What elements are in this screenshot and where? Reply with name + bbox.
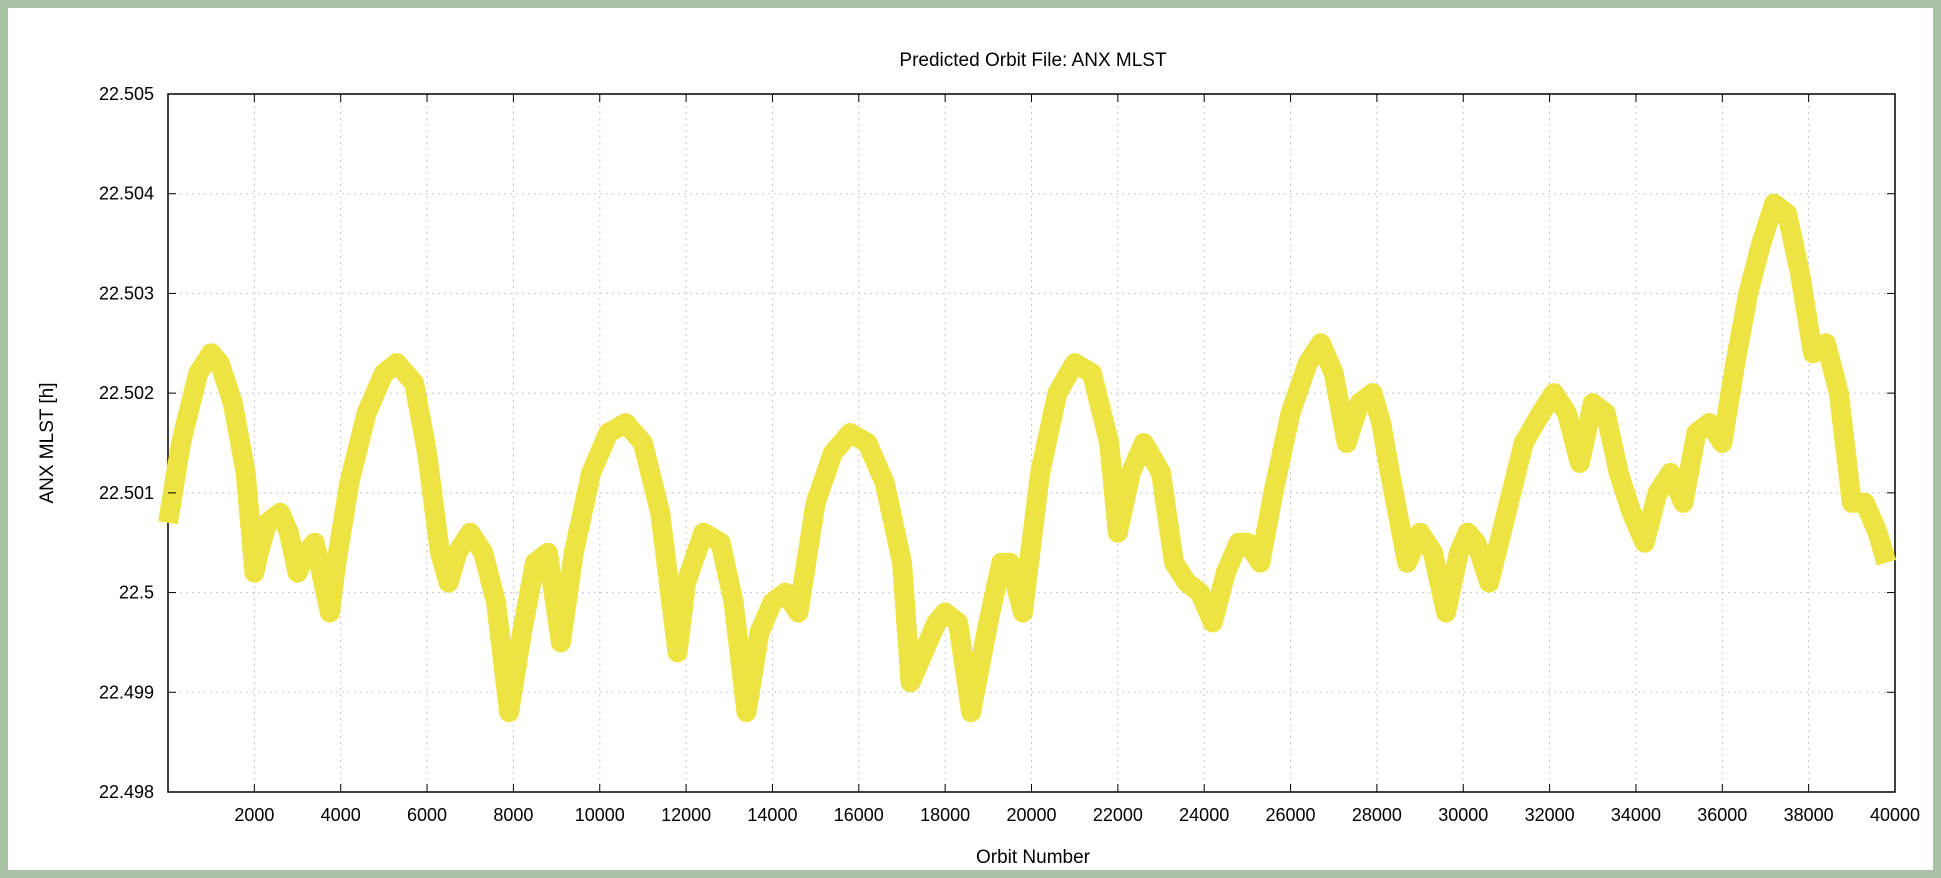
x-tick-label: 20000 [1006,805,1056,825]
y-tick-label: 22.503 [99,283,154,303]
x-tick-label: 22000 [1093,805,1143,825]
y-axis-title: ANX MLST [h] [37,382,58,503]
x-tick-label: 6000 [407,805,447,825]
series-layer [158,193,1897,723]
x-tick-label: 4000 [321,805,361,825]
x-tick-label: 10000 [575,805,625,825]
x-tick-label: 16000 [834,805,884,825]
x-tick-label: 40000 [1870,805,1920,825]
y-tick-label: 22.502 [99,383,154,403]
x-tick-label: 26000 [1266,805,1316,825]
y-tick-label: 22.505 [99,84,154,104]
x-tick-label: 28000 [1352,805,1402,825]
x-tick-label: 12000 [661,805,711,825]
x-tick-label: 38000 [1784,805,1834,825]
chart-title: Predicted Orbit File: ANX MLST [899,50,1167,71]
y-tick-label: 22.5 [119,583,154,603]
y-axis: 22.498 22.499 22.5 22.501 22.502 22.503 22.504… [99,84,1895,802]
y-tick-label: 22.498 [99,782,154,802]
x-tick-label: 36000 [1697,805,1747,825]
x-tick-label: 18000 [920,805,970,825]
x-tick-label: 30000 [1438,805,1488,825]
x-axis-title: Orbit Number [976,847,1091,868]
x-tick-label: 32000 [1525,805,1575,825]
y-tick-label: 22.499 [99,682,154,702]
x-tick-label: 2000 [234,805,274,825]
x-tick-label: 34000 [1611,805,1661,825]
series-line-0 [158,193,1897,723]
x-axis: 2000 4000 6000 8000 10000 12000 14000 16000 1800… [234,94,1920,825]
x-tick-label: 14000 [747,805,797,825]
y-tick-label: 22.501 [99,483,154,503]
x-tick-label: 24000 [1179,805,1229,825]
x-tick-label: 8000 [493,805,533,825]
y-tick-label: 22.504 [99,184,154,204]
